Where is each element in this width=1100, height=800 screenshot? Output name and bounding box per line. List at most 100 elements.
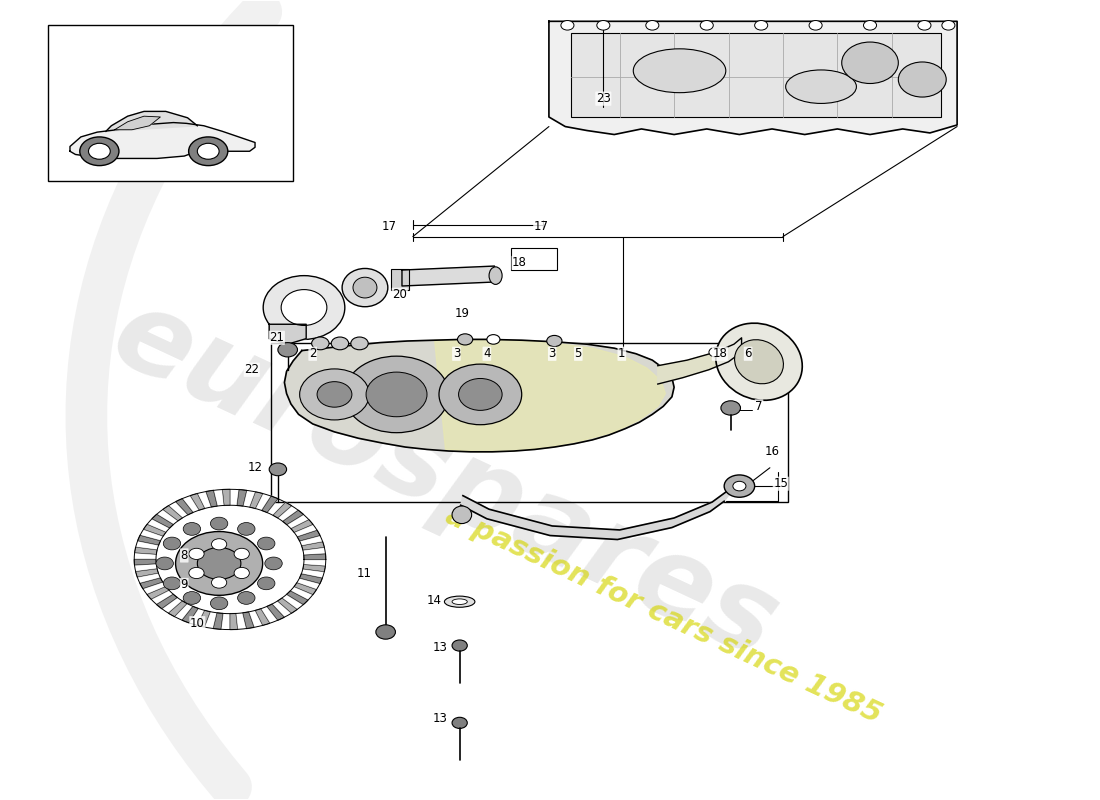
Circle shape — [163, 577, 180, 590]
Text: 4: 4 — [483, 347, 491, 360]
Circle shape — [163, 537, 180, 550]
Bar — [272, 342, 789, 502]
Polygon shape — [114, 116, 161, 130]
Bar — [571, 34, 940, 117]
Polygon shape — [238, 490, 246, 506]
Text: 13: 13 — [432, 712, 448, 726]
Circle shape — [842, 42, 899, 83]
Polygon shape — [163, 506, 183, 521]
Circle shape — [547, 335, 562, 346]
Circle shape — [156, 557, 174, 570]
Circle shape — [720, 401, 740, 415]
Polygon shape — [304, 554, 326, 559]
Polygon shape — [147, 586, 169, 599]
Text: 5: 5 — [574, 347, 582, 360]
Text: 18: 18 — [713, 347, 727, 360]
Polygon shape — [70, 122, 255, 158]
Polygon shape — [197, 610, 210, 627]
Text: 10: 10 — [190, 617, 205, 630]
Ellipse shape — [282, 290, 327, 326]
Circle shape — [210, 517, 228, 530]
Circle shape — [459, 378, 502, 410]
Polygon shape — [297, 530, 320, 541]
Circle shape — [211, 538, 227, 550]
Text: 3: 3 — [453, 347, 460, 360]
Circle shape — [188, 137, 228, 166]
Polygon shape — [213, 613, 223, 630]
Polygon shape — [434, 339, 666, 452]
Text: 13: 13 — [432, 641, 448, 654]
Text: 2: 2 — [309, 347, 317, 360]
Ellipse shape — [263, 276, 344, 339]
Circle shape — [366, 372, 427, 417]
Polygon shape — [206, 490, 217, 507]
Ellipse shape — [785, 70, 857, 103]
Circle shape — [210, 597, 228, 610]
Circle shape — [278, 342, 297, 357]
Circle shape — [234, 567, 250, 578]
Circle shape — [917, 21, 931, 30]
Polygon shape — [230, 614, 238, 630]
Text: a passion for cars since 1985: a passion for cars since 1985 — [441, 502, 886, 729]
Polygon shape — [134, 559, 156, 565]
Polygon shape — [292, 520, 312, 532]
Circle shape — [755, 21, 768, 30]
Circle shape — [299, 369, 370, 420]
Polygon shape — [143, 524, 166, 536]
Circle shape — [257, 537, 275, 550]
Polygon shape — [299, 574, 322, 583]
Polygon shape — [302, 565, 326, 572]
Ellipse shape — [716, 323, 802, 400]
Text: 12: 12 — [248, 462, 263, 474]
Circle shape — [270, 463, 287, 476]
Polygon shape — [190, 494, 205, 510]
Circle shape — [733, 482, 746, 491]
Ellipse shape — [735, 340, 783, 384]
Text: 20: 20 — [393, 288, 407, 302]
Circle shape — [238, 591, 255, 604]
Text: 14: 14 — [427, 594, 442, 607]
Ellipse shape — [353, 278, 377, 298]
Polygon shape — [222, 490, 230, 506]
Polygon shape — [183, 606, 198, 622]
Polygon shape — [658, 338, 741, 384]
Text: 7: 7 — [756, 400, 762, 413]
Circle shape — [810, 21, 822, 30]
Polygon shape — [549, 22, 957, 134]
Text: 8: 8 — [180, 549, 188, 562]
Polygon shape — [134, 547, 157, 554]
Circle shape — [88, 143, 110, 159]
Circle shape — [211, 577, 227, 588]
Text: 3: 3 — [549, 347, 556, 360]
Bar — [392, 270, 408, 290]
Text: 17: 17 — [534, 220, 549, 233]
Polygon shape — [255, 609, 270, 626]
Text: 11: 11 — [356, 567, 372, 580]
Circle shape — [487, 334, 499, 344]
Polygon shape — [267, 604, 284, 620]
Text: 23: 23 — [596, 92, 611, 105]
Circle shape — [344, 356, 449, 433]
Text: 18: 18 — [513, 256, 527, 270]
Text: 16: 16 — [764, 446, 780, 458]
Circle shape — [701, 21, 713, 30]
Circle shape — [234, 548, 250, 559]
Polygon shape — [140, 578, 163, 589]
Circle shape — [265, 557, 283, 570]
Polygon shape — [176, 498, 192, 514]
Circle shape — [708, 347, 722, 357]
Polygon shape — [283, 510, 304, 525]
Circle shape — [189, 548, 205, 559]
Circle shape — [80, 137, 119, 166]
Circle shape — [597, 21, 609, 30]
Polygon shape — [262, 496, 278, 513]
Polygon shape — [294, 582, 317, 594]
Circle shape — [184, 591, 200, 604]
Bar — [510, 248, 557, 270]
Polygon shape — [277, 598, 297, 613]
Text: 1: 1 — [618, 347, 626, 360]
Ellipse shape — [452, 599, 468, 605]
Circle shape — [351, 337, 369, 350]
Circle shape — [864, 21, 877, 30]
Ellipse shape — [444, 596, 475, 607]
